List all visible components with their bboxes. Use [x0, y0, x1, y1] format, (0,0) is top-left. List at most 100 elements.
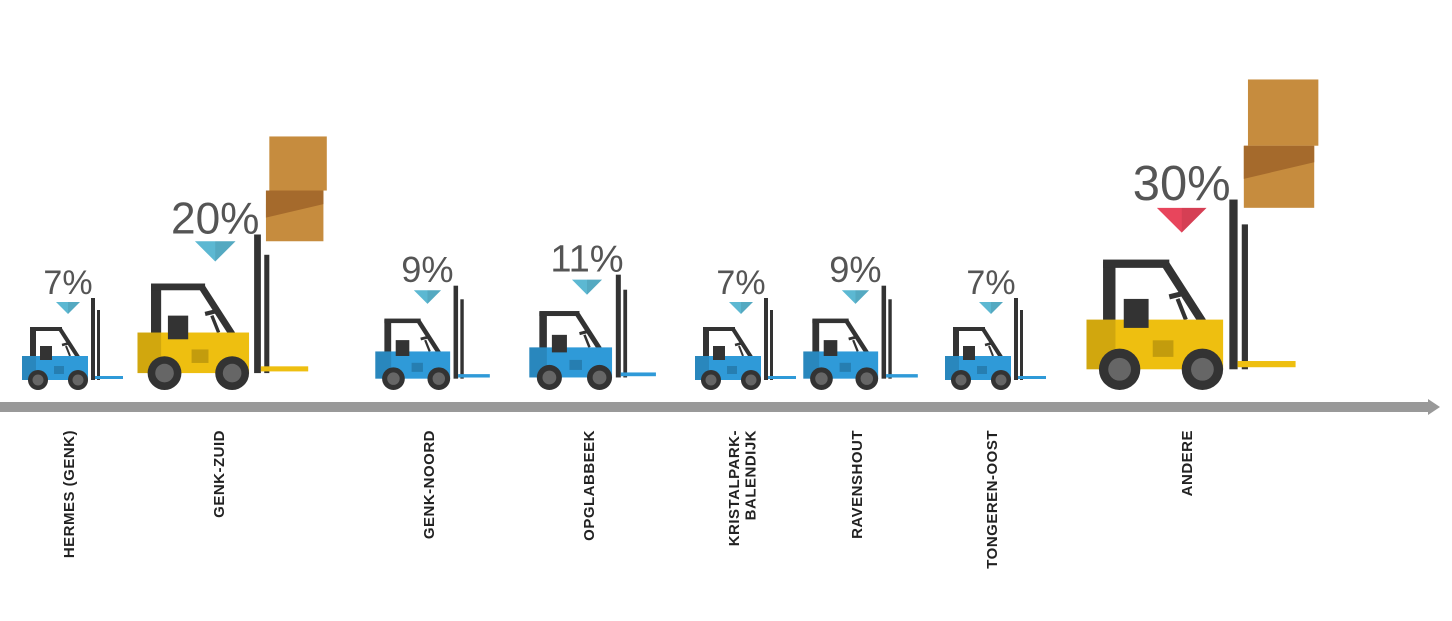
- value-label: 9%: [401, 249, 453, 290]
- seat: [1123, 298, 1149, 328]
- category-label: RAVENSHOUT: [849, 430, 866, 539]
- mast-inner: [623, 289, 628, 378]
- fork: [1018, 376, 1046, 379]
- body-detail: [569, 359, 582, 370]
- cab-pillar: [703, 328, 709, 358]
- category-label: OPGLABBEEK: [581, 430, 598, 541]
- value-label: 7%: [43, 264, 92, 302]
- value-label: 30%: [1133, 157, 1231, 211]
- cab-pillar: [539, 312, 547, 350]
- marker-shade: [427, 290, 442, 304]
- marker: [1156, 207, 1207, 233]
- cab-pillar: [384, 319, 392, 354]
- steering-wheel: [984, 341, 994, 347]
- cab-roof: [30, 327, 62, 331]
- cab-roof: [703, 327, 735, 331]
- steering: [583, 334, 591, 348]
- body-detail: [977, 366, 987, 374]
- hub: [222, 363, 242, 383]
- steering-wheel: [420, 335, 431, 341]
- forklift: [22, 298, 123, 390]
- hub: [995, 374, 1007, 386]
- hub: [955, 374, 967, 386]
- seat: [395, 340, 410, 356]
- steering-wheel: [61, 341, 71, 347]
- forklift: [945, 298, 1046, 390]
- fork: [620, 372, 656, 377]
- body-detail: [1152, 340, 1174, 357]
- steering-wheel: [734, 341, 744, 347]
- axis-arrow: [1428, 399, 1440, 415]
- hub: [542, 370, 557, 385]
- steering: [210, 314, 221, 334]
- value-label: 11%: [550, 239, 623, 281]
- steering: [852, 339, 859, 352]
- fork: [768, 376, 796, 379]
- hub: [432, 372, 446, 385]
- forklift: [1086, 79, 1319, 390]
- fork: [95, 376, 123, 379]
- box: [269, 136, 327, 191]
- body-detail: [727, 366, 737, 374]
- category-label: GENK-NOORD: [421, 430, 438, 539]
- marker: [194, 241, 236, 262]
- mast-inner: [1020, 310, 1023, 380]
- fork: [1237, 361, 1296, 368]
- marker-shade: [855, 290, 870, 304]
- marker-shade: [215, 241, 236, 262]
- value-label: 20%: [171, 194, 259, 243]
- steering-wheel: [204, 308, 220, 316]
- mast: [1229, 199, 1238, 370]
- category-label: GENK-ZUID: [211, 430, 228, 518]
- mast-inner: [770, 310, 773, 380]
- forklift: [375, 285, 490, 390]
- mast: [881, 285, 887, 379]
- cab-roof: [1103, 259, 1170, 268]
- marker: [979, 302, 1003, 314]
- mast-inner: [888, 299, 892, 379]
- marker-shade: [68, 302, 80, 314]
- forklift: [695, 298, 796, 390]
- value-label: 9%: [829, 249, 881, 290]
- seat: [713, 346, 725, 360]
- box-shade: [1243, 145, 1315, 179]
- steering-wheel: [1168, 290, 1187, 300]
- cab-pillar: [30, 328, 36, 358]
- steering: [424, 339, 431, 352]
- marker-shade: [1181, 207, 1207, 233]
- mast: [764, 298, 768, 380]
- steering: [65, 345, 71, 357]
- marker-shade: [741, 302, 753, 314]
- cab-roof: [151, 283, 206, 291]
- box: [1247, 79, 1319, 146]
- hub: [745, 374, 757, 386]
- mast: [1014, 298, 1018, 380]
- cab-pillar: [953, 328, 959, 358]
- axis-line: [0, 402, 1430, 412]
- mast-inner: [1241, 224, 1248, 370]
- body-detail: [411, 362, 423, 372]
- category-label: TONGEREN-OOST: [984, 430, 1001, 569]
- cab-roof: [812, 318, 849, 324]
- hub: [815, 372, 828, 385]
- cab-pillar: [812, 319, 820, 354]
- marker: [571, 279, 603, 295]
- hub: [1191, 357, 1214, 381]
- hub: [72, 374, 84, 386]
- body-detail: [839, 362, 851, 372]
- fork: [260, 366, 309, 372]
- box-shade: [265, 190, 324, 218]
- fork: [458, 374, 490, 378]
- mast-inner: [264, 254, 270, 374]
- marker-shade: [586, 279, 603, 295]
- value-label: 7%: [716, 264, 765, 302]
- category-label: ANDERE: [1179, 430, 1196, 496]
- steering-wheel: [579, 329, 590, 336]
- cab-roof: [539, 311, 580, 317]
- body-detail: [54, 366, 64, 374]
- cab-pillar: [1103, 261, 1116, 324]
- hub: [705, 374, 717, 386]
- hub: [592, 370, 607, 385]
